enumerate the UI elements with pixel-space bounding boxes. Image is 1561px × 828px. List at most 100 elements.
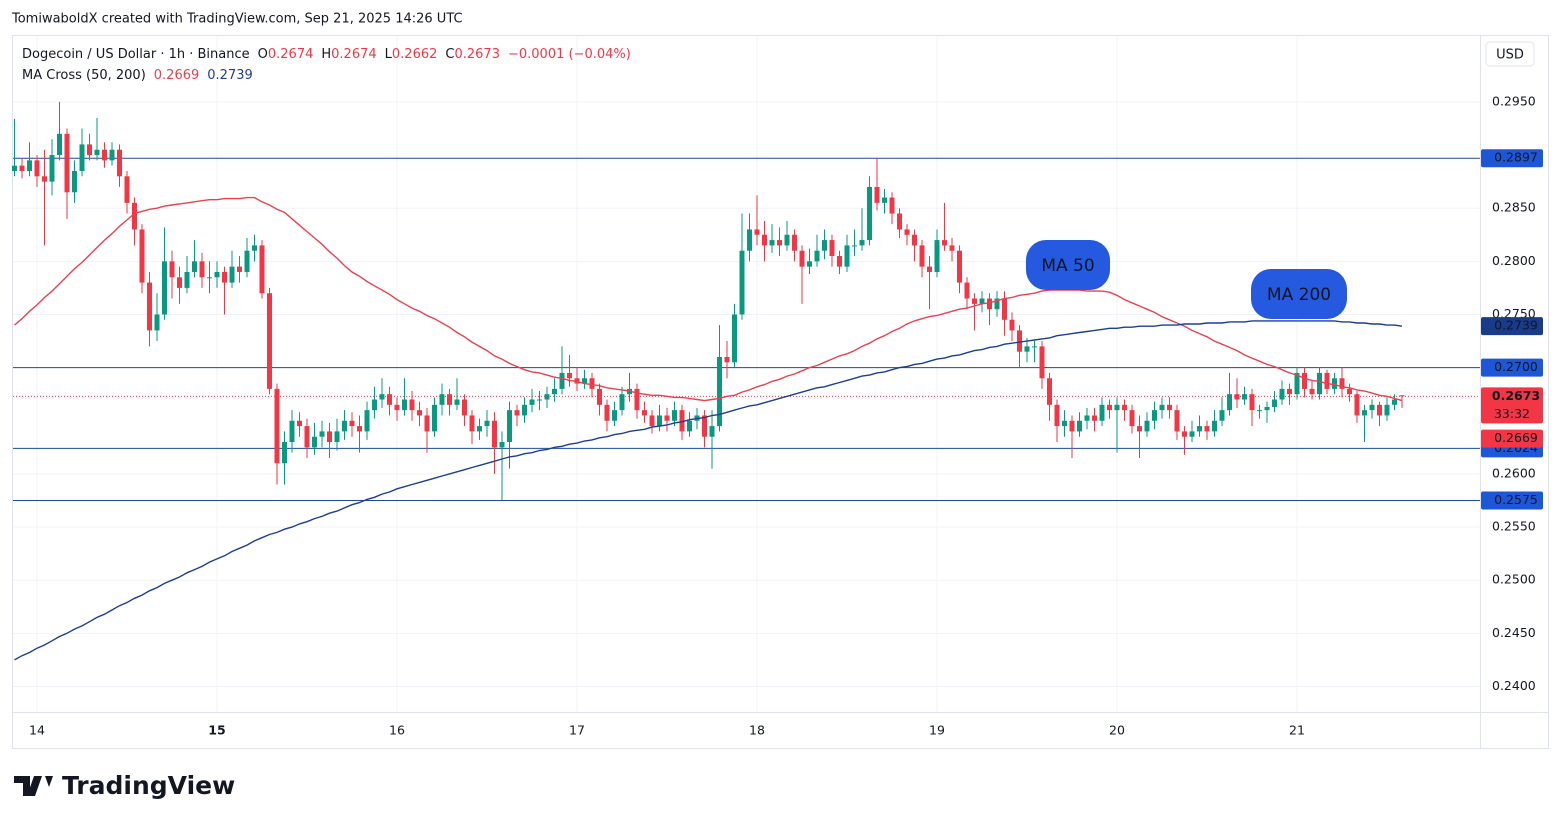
candle-body (837, 256, 842, 267)
candle-body (94, 149, 100, 156)
candle-body (769, 240, 775, 246)
candle-body (844, 245, 850, 267)
candle-body (394, 404, 400, 411)
logo-mark (14, 776, 53, 796)
candle-body (1174, 410, 1180, 432)
candle-body (679, 410, 685, 432)
candle-body (1392, 399, 1397, 405)
level-label: 0.2897 (1494, 150, 1538, 165)
candle-body (117, 149, 122, 177)
currency-button[interactable] (1485, 41, 1535, 67)
candle-body (387, 394, 392, 405)
candle-body (1219, 410, 1225, 421)
candle-body (739, 250, 745, 315)
candle-body (1159, 404, 1165, 411)
c-label: C (445, 47, 454, 62)
candle-body (1039, 346, 1045, 379)
logo: TradingView (14, 771, 235, 800)
l-label: L (385, 47, 393, 62)
change: −0.0001 (−0.04%) (508, 47, 631, 62)
candle-body (702, 415, 707, 437)
y-tick-label: 0.2950 (1492, 93, 1536, 108)
candle-body (454, 399, 460, 405)
candle-body (1332, 378, 1337, 389)
candle-body (1189, 431, 1195, 437)
candle-body (649, 415, 655, 427)
candle-body (424, 415, 430, 432)
candle-body (1084, 415, 1090, 421)
candle-body (289, 420, 295, 443)
candle-body (312, 436, 317, 448)
candle-body (327, 431, 332, 443)
h-value: 0.2674 (331, 47, 377, 62)
y-tick-label: 0.2500 (1492, 572, 1536, 587)
candle-body (582, 378, 587, 384)
y-tick-label: 0.2450 (1492, 625, 1536, 640)
candle-body (687, 420, 692, 432)
candle-body (529, 399, 535, 405)
candle-body (462, 399, 467, 416)
ma-line (14, 320, 1403, 661)
candle-body (597, 388, 602, 405)
candle-body (237, 266, 242, 272)
candle-body (64, 133, 70, 193)
ma-value-label: 0.2669 (1494, 430, 1538, 445)
y-tick-label: 0.2400 (1492, 678, 1536, 693)
candle-body (717, 356, 722, 427)
candle-body (904, 229, 910, 235)
candle-body (1399, 395, 1405, 397)
x-tick-label: 16 (389, 723, 405, 738)
candle-body (814, 250, 820, 262)
x-tick-label: 17 (569, 723, 585, 738)
candle-body (334, 431, 340, 443)
candle-body (432, 404, 437, 432)
candle-body (1152, 410, 1157, 421)
candle-body (222, 271, 227, 283)
current-price-label: 0.2673 (1492, 388, 1540, 403)
current-price-box (1481, 387, 1543, 424)
level-label: 0.2700 (1494, 359, 1538, 374)
candle-body (514, 410, 520, 416)
y-tick-label: 0.2550 (1492, 519, 1536, 534)
candle-body (1092, 415, 1097, 421)
candle-body (1294, 372, 1300, 395)
candle-body (1227, 394, 1232, 411)
indicator: MA Cross (50, 200) 0.2669 0.2739 (22, 68, 253, 83)
candle-body (792, 234, 797, 251)
o-label: O (258, 47, 268, 62)
candle-body (57, 133, 62, 156)
candle-body (604, 404, 610, 421)
candle-body (372, 399, 377, 411)
candle-body (124, 176, 130, 203)
candle-body (972, 298, 977, 304)
h-label: H (321, 47, 331, 62)
candle-body (1369, 404, 1375, 411)
callout-text: MA 50 (1041, 256, 1094, 276)
candle-body (762, 234, 767, 246)
candle-body (79, 144, 85, 171)
candle-body (912, 234, 917, 246)
candle-body (162, 261, 167, 315)
candle-body (447, 394, 452, 405)
candle-body (252, 245, 257, 251)
candle-body (484, 420, 490, 427)
candle-body (544, 394, 550, 400)
candle-body (522, 404, 527, 416)
candle-body (1354, 394, 1360, 416)
candle-body (34, 160, 40, 177)
currency[interactable]: USD (1496, 48, 1524, 63)
candle-body (304, 426, 310, 448)
candle-body (1302, 372, 1307, 389)
x-tick-label: 21 (1289, 723, 1305, 738)
candle-body (1144, 420, 1150, 432)
candle-body (724, 356, 730, 363)
levels (13, 157, 1480, 501)
candle-body (882, 197, 887, 203)
y-tick-label: 0.2850 (1492, 200, 1536, 215)
candle-body (1099, 404, 1105, 421)
candle-body (889, 197, 895, 214)
candle-body (214, 271, 220, 278)
c-value: 0.2673 (454, 47, 500, 62)
ma-value-box (1481, 429, 1543, 448)
